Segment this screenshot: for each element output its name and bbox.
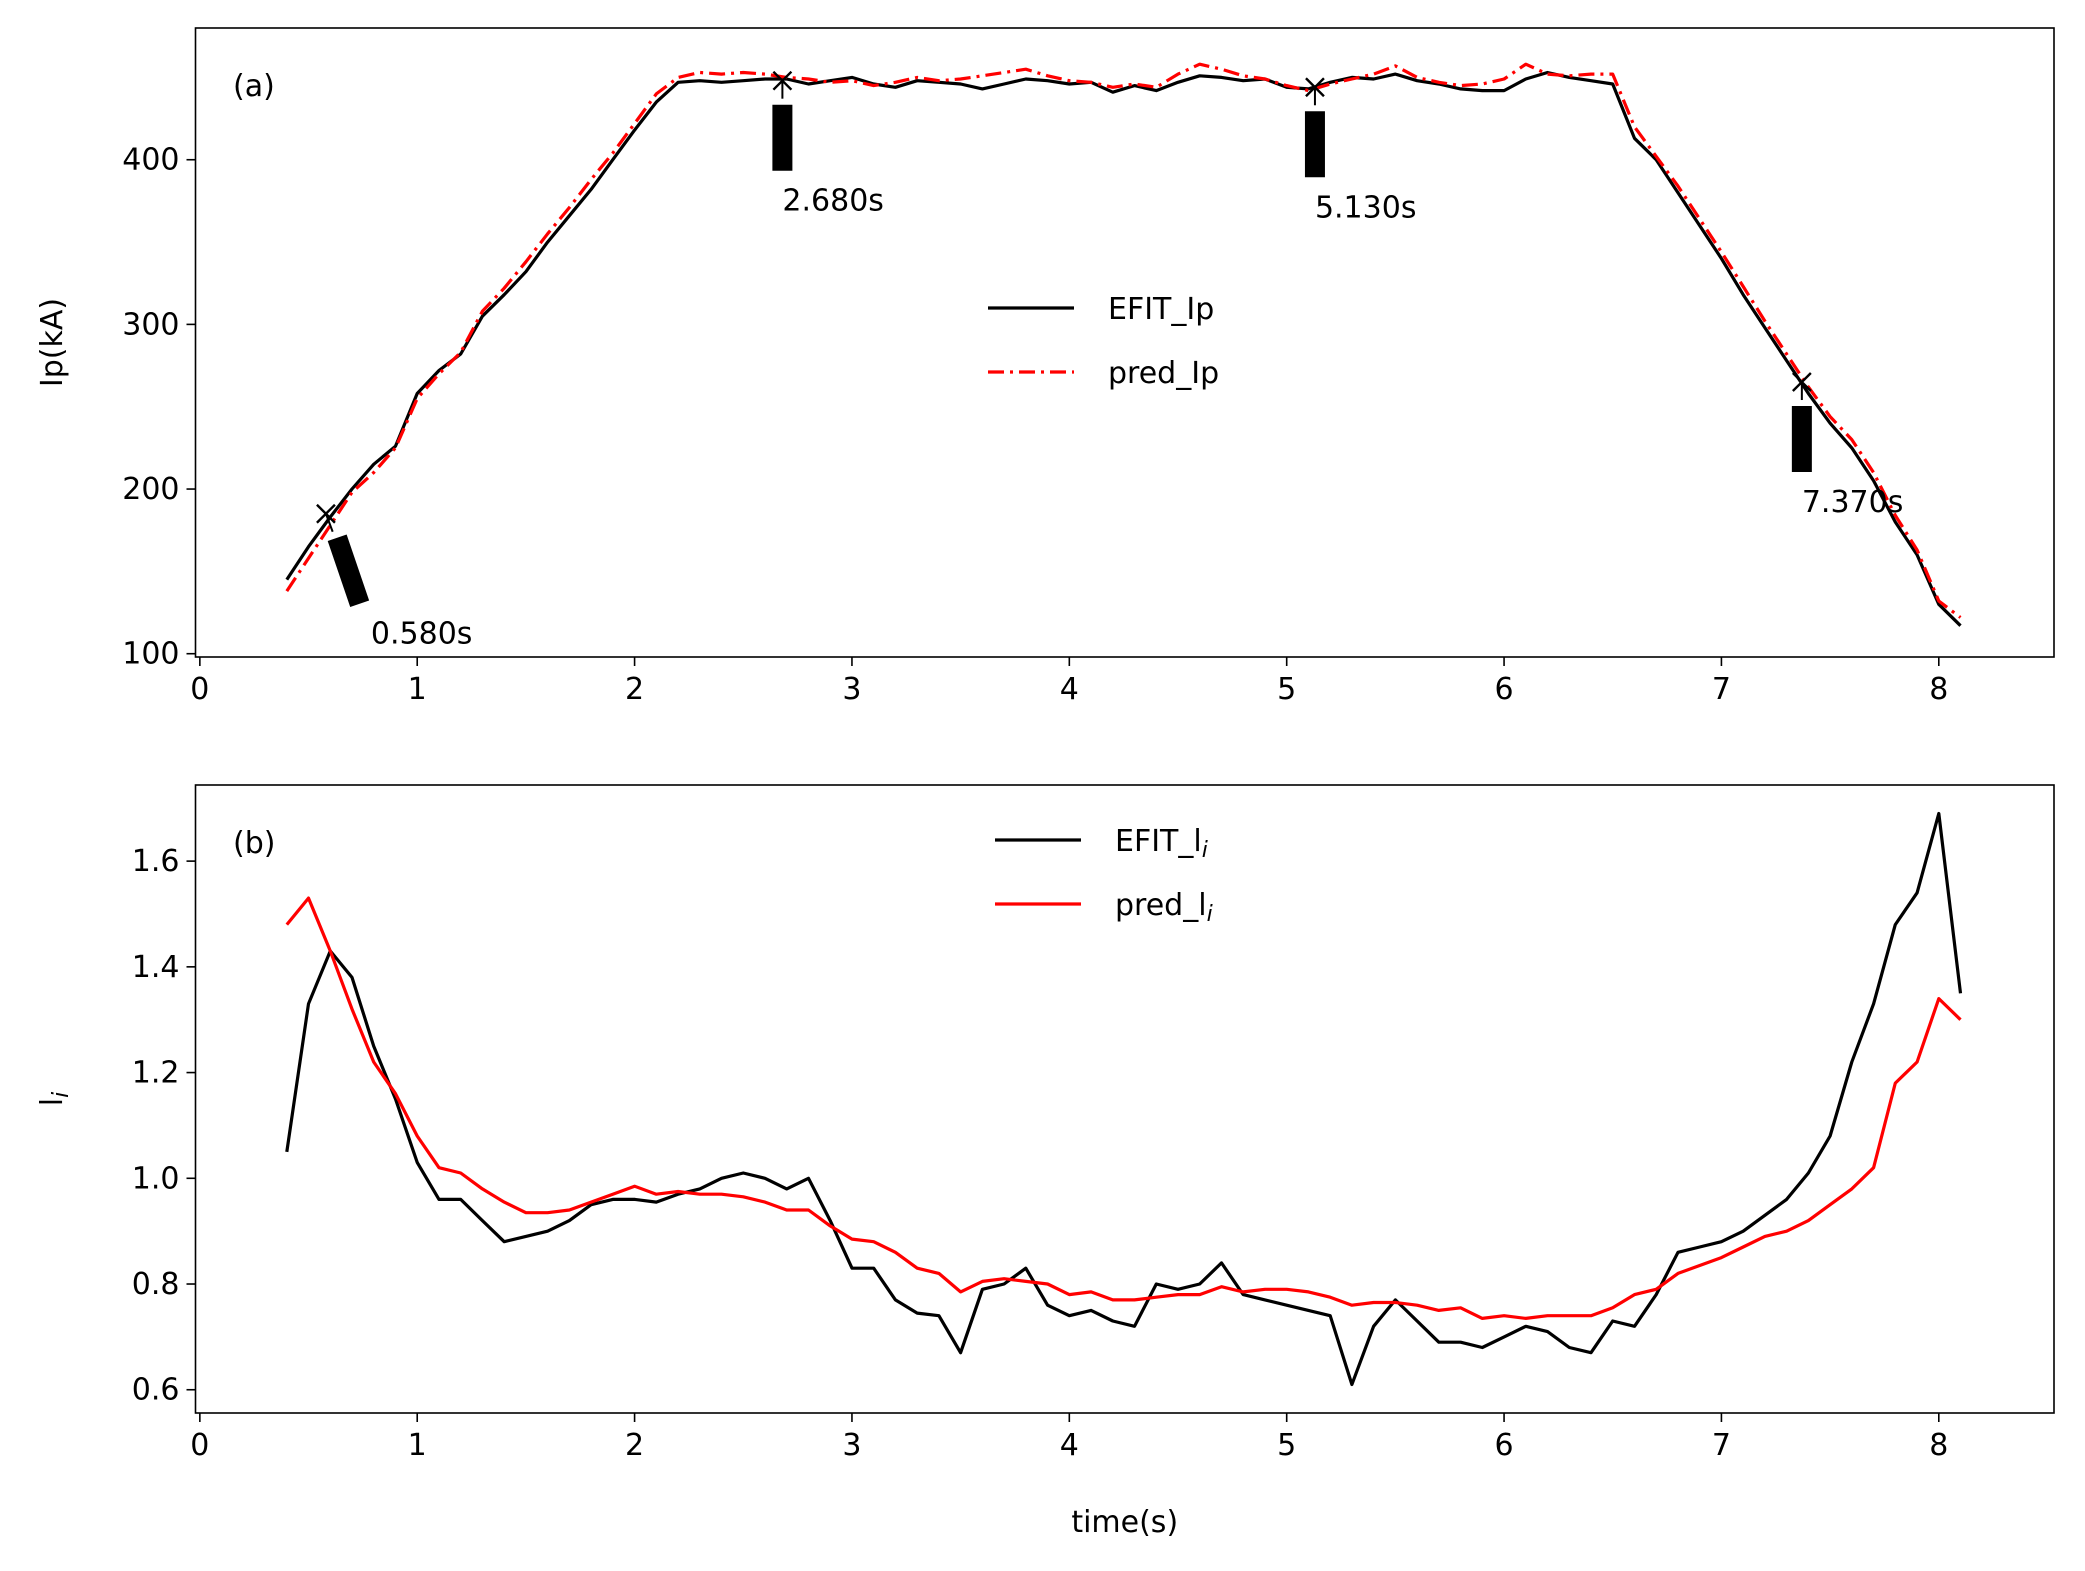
annotation-label: 7.370s: [1802, 485, 1904, 520]
annotation-label: 2.680s: [782, 184, 884, 219]
y-tick-label: 100: [122, 637, 179, 672]
axes-frame: [194, 784, 2055, 1414]
x-tick-label: 2: [625, 1428, 644, 1463]
x-axis-label: time(s): [1071, 1505, 1178, 1540]
y-tick-label: 400: [122, 143, 179, 178]
annotation-arrow-tip: [324, 513, 334, 533]
axes-frame: [194, 27, 2055, 658]
legend-label: EFIT_li: [1115, 824, 1208, 863]
y-axis-label: Ip(kA): [35, 298, 70, 387]
y-tick-label: 0.8: [132, 1267, 180, 1302]
x-tick-label: 6: [1495, 672, 1514, 707]
x-tick-label: 4: [1060, 1428, 1079, 1463]
x-tick-label: 4: [1060, 672, 1079, 707]
x-tick-label: 8: [1929, 672, 1948, 707]
x-tick-label: 1: [408, 672, 427, 707]
annotation-label: 0.580s: [371, 617, 473, 652]
x-tick-label: 5: [1277, 1428, 1296, 1463]
x-tick-label: 6: [1495, 1428, 1514, 1463]
data-line: [285, 62, 1962, 619]
x-tick-label: 0: [190, 1428, 209, 1463]
annotation-label: 5.130s: [1315, 190, 1417, 225]
x-tick-label: 3: [842, 1428, 861, 1463]
data-line: [285, 70, 1962, 627]
y-tick-label: 0.6: [132, 1373, 180, 1408]
x-tick-label: 8: [1929, 1428, 1948, 1463]
data-line: [285, 896, 1962, 1320]
panel-label: (a): [233, 69, 275, 104]
x-tick-label: 0: [190, 672, 209, 707]
annotation-marker: [1792, 372, 1812, 392]
annotation-marker: [316, 503, 336, 524]
x-tick-label: 3: [842, 672, 861, 707]
annotation-arrow: [327, 534, 370, 607]
y-tick-label: 300: [122, 307, 179, 342]
y-axis-label: li: [35, 1092, 74, 1106]
legend-label: pred_li: [1115, 888, 1213, 927]
x-tick-label: 7: [1712, 1428, 1731, 1463]
x-tick-label: 7: [1712, 672, 1731, 707]
y-tick-label: 1.2: [132, 1056, 180, 1091]
y-tick-label: 1.0: [132, 1161, 180, 1196]
x-tick-label: 1: [408, 1428, 427, 1463]
panel-label: (b): [233, 826, 275, 861]
y-tick-label: 1.6: [132, 844, 180, 879]
x-tick-label: 5: [1277, 672, 1296, 707]
data-line: [285, 811, 1963, 1387]
x-tick-label: 2: [625, 672, 644, 707]
legend-label: EFIT_Ip: [1108, 292, 1214, 327]
y-tick-label: 1.4: [132, 950, 180, 985]
y-tick-label: 200: [122, 472, 179, 507]
legend-label: pred_Ip: [1108, 356, 1219, 391]
